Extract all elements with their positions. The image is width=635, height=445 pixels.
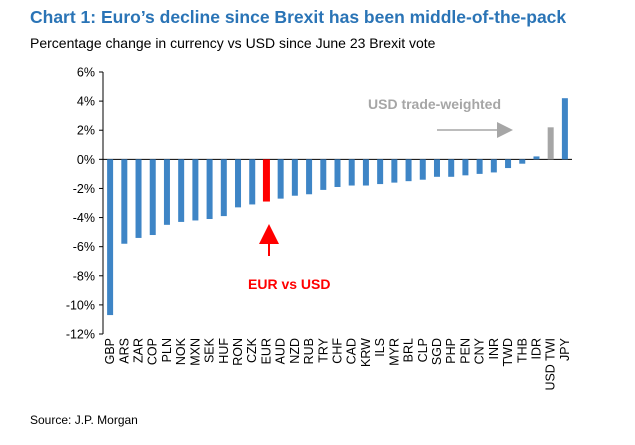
category-label: CZK bbox=[245, 337, 259, 363]
category-label: ILS bbox=[373, 338, 387, 357]
twi-annotation-label: USD trade-weighted bbox=[368, 96, 501, 112]
bar bbox=[135, 159, 142, 238]
category-label: ARS bbox=[117, 338, 131, 364]
category-label: EUR bbox=[259, 338, 273, 364]
category-label: RON bbox=[231, 338, 245, 366]
category-label: THB bbox=[515, 338, 529, 363]
category-label: INR bbox=[487, 338, 501, 360]
y-tick-label: 2% bbox=[77, 124, 95, 138]
category-label: PLN bbox=[160, 338, 174, 362]
y-tick-label: -10% bbox=[66, 298, 95, 312]
category-label: USD TWI bbox=[544, 338, 558, 391]
category-label: RUB bbox=[302, 338, 316, 364]
category-label: GBP bbox=[103, 338, 117, 364]
bar bbox=[178, 159, 185, 222]
bar bbox=[391, 159, 398, 183]
category-label: MXN bbox=[188, 338, 202, 366]
category-label: KRW bbox=[359, 338, 373, 367]
y-tick-label: 6% bbox=[77, 66, 95, 80]
category-label: AUD bbox=[274, 338, 288, 364]
bars bbox=[107, 98, 568, 316]
category-label: COP bbox=[146, 338, 160, 365]
bar bbox=[505, 159, 512, 169]
bar bbox=[149, 159, 156, 236]
category-label: SGD bbox=[430, 338, 444, 365]
category-label: CHF bbox=[331, 338, 345, 364]
bar bbox=[462, 159, 469, 176]
bar bbox=[362, 159, 369, 186]
category-label: CAD bbox=[345, 338, 359, 364]
category-labels: GBP ARS ZAR COP PLN NOK MXN SEK HUF RON CZK EUR AUD N… bbox=[103, 337, 572, 390]
bar bbox=[490, 159, 497, 173]
bar bbox=[448, 159, 455, 177]
y-tick-label: -12% bbox=[66, 328, 95, 342]
category-label: JPY bbox=[558, 337, 572, 361]
category-label: PEN bbox=[458, 338, 472, 364]
y-tick-label: -6% bbox=[73, 240, 95, 254]
y-tick-label: -2% bbox=[73, 182, 95, 196]
y-tick-label: -8% bbox=[73, 269, 95, 283]
category-label: TRY bbox=[316, 337, 330, 362]
category-label: HUF bbox=[217, 338, 231, 364]
bar bbox=[320, 159, 327, 190]
bar bbox=[277, 159, 284, 199]
category-label: MYR bbox=[387, 338, 401, 366]
bar bbox=[249, 159, 256, 205]
bar-highlight bbox=[262, 159, 270, 202]
bar bbox=[121, 159, 128, 244]
category-label: PHP bbox=[444, 338, 458, 364]
bar bbox=[377, 159, 384, 185]
bar bbox=[235, 159, 242, 208]
y-tick-label: -4% bbox=[73, 211, 95, 225]
category-label: IDR bbox=[529, 338, 543, 360]
bar-secondary bbox=[547, 127, 554, 160]
bar bbox=[192, 159, 199, 221]
bar bbox=[405, 159, 412, 182]
bar bbox=[519, 159, 526, 164]
bar bbox=[433, 159, 440, 177]
eur-annotation-label: EUR vs USD bbox=[248, 276, 330, 292]
bar bbox=[163, 159, 170, 225]
bar bbox=[561, 98, 568, 160]
chart-subtitle: Percentage change in currency vs USD sin… bbox=[30, 35, 436, 51]
bar bbox=[334, 159, 341, 187]
category-label: SEK bbox=[203, 337, 217, 363]
bar bbox=[306, 159, 313, 195]
category-label: ZAR bbox=[132, 338, 146, 363]
bar bbox=[476, 159, 483, 174]
bar bbox=[348, 159, 355, 186]
category-label: BRL bbox=[402, 338, 416, 362]
y-tick-label: 4% bbox=[77, 95, 95, 109]
bar bbox=[291, 159, 298, 196]
category-label: TWD bbox=[501, 338, 515, 366]
bar bbox=[107, 159, 114, 316]
bar bbox=[533, 156, 540, 160]
category-label: CNY bbox=[473, 337, 487, 364]
category-label: NZD bbox=[288, 338, 302, 364]
bar bbox=[419, 159, 426, 180]
source-note: Source: J.P. Morgan bbox=[30, 413, 138, 427]
bar bbox=[220, 159, 227, 217]
bar bbox=[206, 159, 213, 220]
y-tick-label: 0% bbox=[77, 153, 95, 167]
category-label: NOK bbox=[174, 337, 188, 365]
chart-title: Chart 1: Euro’s decline since Brexit has… bbox=[30, 7, 567, 27]
category-label: CLP bbox=[416, 338, 430, 362]
